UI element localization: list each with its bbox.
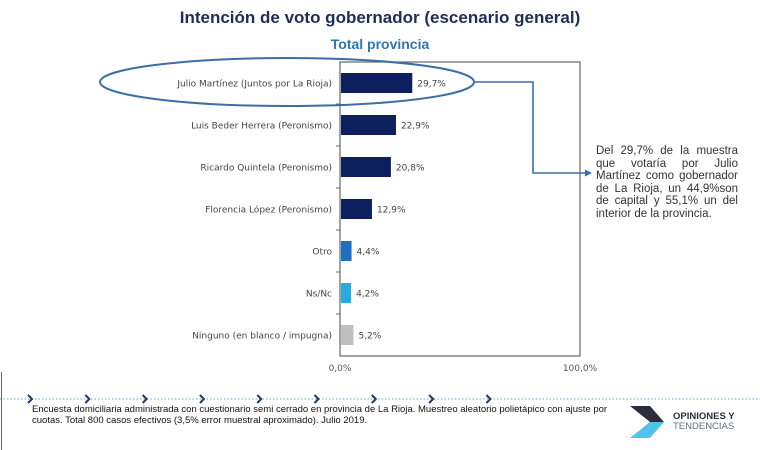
chevron-right-icon [27, 394, 34, 404]
category-label: Ricardo Quintela (Peronismo) [200, 164, 332, 174]
chart-title: Intención de voto gobernador (escenario … [179, 8, 581, 27]
value-label: 4,4% [357, 248, 380, 258]
x-tick-label: 100,0% [563, 364, 598, 374]
bar [341, 115, 396, 135]
chevron-right-icon [199, 394, 206, 404]
category-label: Ns/Nc [306, 290, 332, 300]
value-label: 20,8% [396, 164, 425, 174]
chevron-right-icon [313, 394, 320, 404]
category-label: Otro [312, 248, 332, 258]
category-label: Florencia López (Peronismo) [205, 205, 332, 216]
chevron-right-icon [256, 394, 263, 404]
chevron-right-icon [84, 394, 91, 404]
chevron-right-icon [485, 394, 492, 404]
value-label: 4,2% [356, 290, 379, 300]
bar [341, 325, 354, 345]
chevron-right-icon [141, 394, 149, 404]
category-label: Julio Martínez (Juntos por La Rioja) [176, 80, 332, 90]
chevron-right-icon [371, 394, 378, 404]
value-label: 12,9% [377, 206, 406, 216]
chevron-right-icon [428, 394, 435, 404]
logo: OPINIONES Y TENDENCIAS [628, 404, 748, 440]
arrow-head-icon [585, 169, 592, 177]
bar [341, 73, 413, 93]
chart-subtitle: Total provincia [330, 36, 430, 52]
logo-text: OPINIONES Y TENDENCIAS [673, 411, 735, 432]
bar [341, 241, 352, 261]
logo-chevron-icon [630, 406, 664, 438]
left-border [1, 372, 2, 450]
bar [341, 283, 352, 303]
value-label: 5,2% [358, 332, 381, 342]
value-label: 22,9% [401, 122, 430, 132]
plot-frame [339, 61, 581, 357]
bar [341, 199, 372, 219]
x-tick-label: 0,0% [329, 364, 352, 374]
annotation-text: Del 29,7% de la muestra que votaría por … [596, 145, 738, 220]
category-label: Ninguno (en blanco / impugna) [192, 332, 332, 342]
footer-note: Encuesta domiciliaria administrada con c… [32, 404, 608, 426]
value-label: 29,7% [417, 80, 446, 90]
bar [341, 157, 391, 177]
callout-connector [474, 81, 586, 174]
category-label: Luis Beder Herrera (Peronismo) [191, 122, 332, 132]
